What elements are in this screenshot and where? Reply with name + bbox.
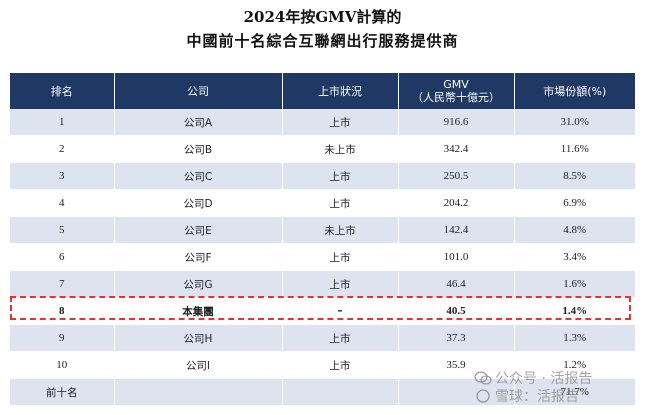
table-row: 4 公司D 上市 204.2 6.9% xyxy=(10,189,635,217)
cell-share: 1.6% xyxy=(514,270,635,298)
wechat-icon xyxy=(474,371,492,385)
table-row: 10 公司I 上市 35.9 1.2% xyxy=(10,351,635,379)
cell-share: 3.4% xyxy=(514,243,635,271)
header-rank: 排名 xyxy=(10,73,115,109)
cell-share: 11.6% xyxy=(514,135,635,163)
cell-gmv: 35.9 xyxy=(398,351,515,379)
cell-company: 公司A xyxy=(114,109,283,136)
cell-rank: 2 xyxy=(10,135,115,163)
watermark-line2: 雪球：活报告 xyxy=(474,388,592,406)
header-gmv-line2: （人民幣十億元） xyxy=(412,91,500,104)
watermark-text2: 雪球：活报告 xyxy=(495,389,579,405)
title-line2: 中國前十名綜合互聯網出行服務提供商 xyxy=(186,32,459,50)
table-row: 7 公司G 上市 46.4 1.6% xyxy=(10,270,635,298)
table-row: 8 本集團 –40.5 1.4% xyxy=(10,297,635,325)
cell-listing: 未上市 xyxy=(282,216,399,244)
watermark: 公众号 · 活报告 雪球：活报告 xyxy=(474,370,592,406)
header-gmv-line1: GMV xyxy=(443,78,469,91)
cell-rank: 8 xyxy=(10,297,115,325)
cell-empty xyxy=(282,378,399,406)
cell-company: 公司I xyxy=(114,351,283,379)
cell-gmv: 37.3 xyxy=(398,324,515,352)
table-header-row: 排名 公司 上市狀況 GMV （人民幣十億元） 市場份額(%) xyxy=(10,73,635,109)
header-share: 市場份額(%) xyxy=(514,73,635,109)
cell-listing: 上市 xyxy=(282,189,399,217)
cell-total-label: 前十名 xyxy=(10,378,115,406)
cell-share: 1.4% xyxy=(514,297,635,325)
snowball-icon xyxy=(476,389,490,403)
cell-company: 公司F xyxy=(114,243,283,271)
cell-gmv: 46.4 xyxy=(398,270,515,298)
cell-rank: 4 xyxy=(10,189,115,217)
cell-share: 6.9% xyxy=(514,189,635,217)
cell-listing: 未上市 xyxy=(282,135,399,163)
cell-gmv: 916.6 xyxy=(398,109,515,136)
cell-listing: 上市 xyxy=(282,351,399,379)
cell-gmv: 250.5 xyxy=(398,162,515,190)
ranking-table: 排名 公司 上市狀況 GMV （人民幣十億元） 市場份額(%) 1 公司A 上市 91… xyxy=(10,73,635,406)
cell-listing: 上市 xyxy=(282,109,399,136)
cell-rank: 7 xyxy=(10,270,115,298)
table-row: 1 公司A 上市 916.6 31.0% xyxy=(10,109,635,136)
table-total-row: 前十名 71.7% xyxy=(10,378,635,406)
cell-share: 1.3% xyxy=(514,324,635,352)
cell-company: 本集團 xyxy=(114,297,283,325)
cell-gmv: 342.4 xyxy=(398,135,515,163)
table-row: 6 公司F 上市 101.0 3.4% xyxy=(10,243,635,271)
header-listing: 上市狀況 xyxy=(282,73,399,109)
cell-rank: 5 xyxy=(10,216,115,244)
table-row: 5 公司E 未上市 142.4 4.8% xyxy=(10,216,635,244)
cell-empty xyxy=(114,378,283,406)
header-company: 公司 xyxy=(114,73,283,109)
cell-empty xyxy=(398,378,515,406)
cell-listing: 上市 xyxy=(282,324,399,352)
header-gmv: GMV （人民幣十億元） xyxy=(398,73,515,109)
table-row: 2 公司B 未上市 342.4 11.6% xyxy=(10,135,635,163)
table-row: 3 公司C 上市 250.5 8.5% xyxy=(10,162,635,190)
cell-total-share: 71.7% xyxy=(514,378,635,406)
cell-share: 1.2% xyxy=(514,351,635,379)
cell-rank: 6 xyxy=(10,243,115,271)
cell-company: 公司C xyxy=(114,162,283,190)
cell-rank: 10 xyxy=(10,351,115,379)
table-body: 1 公司A 上市 916.6 31.0% 2 公司B 未上市 342.4 11.6% 3 公司C 上市 2… xyxy=(10,109,635,406)
cell-share: 31.0% xyxy=(514,109,635,136)
table-row: 9 公司H 上市 37.3 1.3% xyxy=(10,324,635,352)
cell-gmv: 204.2 xyxy=(398,189,515,217)
cell-share: 8.5% xyxy=(514,162,635,190)
cell-listing: 上市 xyxy=(282,243,399,271)
cell-gmv: 101.0 xyxy=(398,243,515,271)
cell-gmv: 40.5 xyxy=(398,297,515,325)
cell-rank: 1 xyxy=(10,109,115,136)
watermark-line1: 公众号 · 活报告 xyxy=(474,370,592,388)
cell-listing: 上市 xyxy=(282,270,399,298)
cell-gmv: 142.4 xyxy=(398,216,515,244)
cell-company: 公司G xyxy=(114,270,283,298)
cell-company: 公司D xyxy=(114,189,283,217)
cell-rank: 3 xyxy=(10,162,115,190)
cell-share: 4.8% xyxy=(514,216,635,244)
cell-company: 公司B xyxy=(114,135,283,163)
watermark-text1: 公众号 · 活报告 xyxy=(495,371,593,387)
cell-listing: – xyxy=(282,297,399,325)
title-line1: 2024年按GMV計算的 xyxy=(243,8,402,26)
cell-company: 公司H xyxy=(114,324,283,352)
cell-company: 公司E xyxy=(114,216,283,244)
cell-rank: 9 xyxy=(10,324,115,352)
cell-listing: 上市 xyxy=(282,162,399,190)
